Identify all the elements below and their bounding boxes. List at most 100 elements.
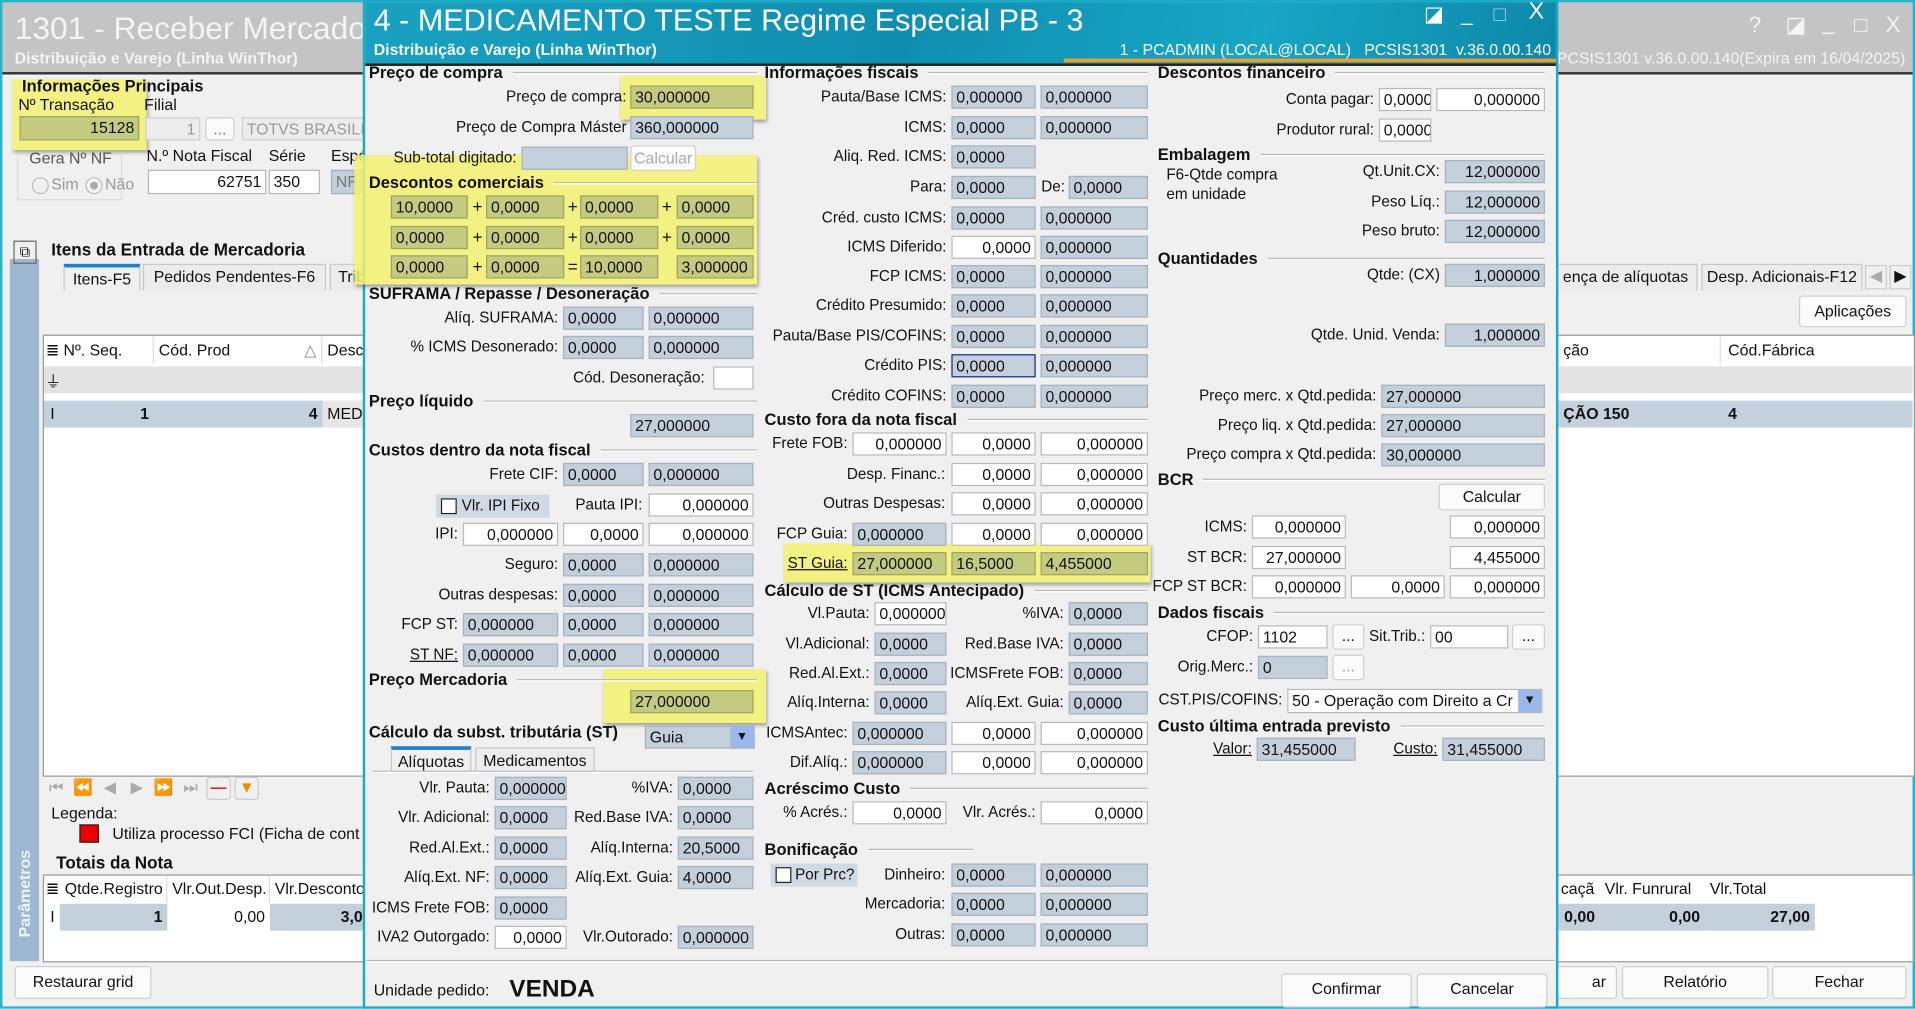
tab-medicamentos[interactable]: Medicamentos xyxy=(475,747,595,772)
window-toggle-icon[interactable]: ⧉ xyxy=(13,240,37,264)
field-vadic[interactable]: 0,0000 xyxy=(494,806,567,830)
field-vpauta[interactable]: 0,000000 xyxy=(494,776,567,800)
confirmar-button[interactable]: Confirmar xyxy=(1281,973,1412,1008)
desconto-field[interactable]: 0,0000 xyxy=(486,225,565,250)
close-icon[interactable]: X xyxy=(1528,0,1545,25)
cst-pis-cofins-combo[interactable]: 50 - Operação com Direito a Cr xyxy=(1287,688,1543,714)
nav-prev-page-icon[interactable]: ⏪ xyxy=(73,777,94,797)
field-vacres[interactable]: 0,0000 xyxy=(1040,801,1149,825)
tab-aliquotas[interactable]: Alíquotas xyxy=(390,746,472,772)
field-cpres-1[interactable]: 0,0000 xyxy=(951,294,1036,318)
field-origmerc[interactable]: 0 xyxy=(1257,655,1328,680)
nav-next-page-icon[interactable]: ⏩ xyxy=(153,777,174,797)
field-pliq[interactable]: 27,000000 xyxy=(630,414,754,438)
serie-field[interactable]: 350 xyxy=(268,169,320,195)
filial-lookup-button[interactable]: ... xyxy=(205,117,235,141)
tabs-scroll-left-icon[interactable]: ◀ xyxy=(1864,265,1887,290)
field-aint3[interactable]: 0,0000 xyxy=(874,691,947,715)
totals-columns-icon[interactable]: ≣ xyxy=(45,879,60,898)
field-pacres[interactable]: 0,0000 xyxy=(852,801,947,825)
vlr-ipi-fixo-checkbox[interactable] xyxy=(440,498,457,515)
tab-itens[interactable]: Itens-F5 xyxy=(63,263,141,291)
restore-icon[interactable]: ◪ xyxy=(1785,12,1807,37)
minimize-icon[interactable]: _ xyxy=(1461,2,1473,26)
minimize-icon[interactable]: _ xyxy=(1822,9,1835,35)
col-desc[interactable]: Desc xyxy=(327,340,364,360)
field-qtunit[interactable]: 12,000000 xyxy=(1444,159,1545,184)
field-fcpguia-1[interactable]: 0,000000 xyxy=(852,522,947,546)
field-cpis-1[interactable]: 0,0000 xyxy=(951,354,1036,378)
label-valor[interactable]: Valor: xyxy=(1213,740,1252,758)
cancelar-button[interactable]: Cancelar xyxy=(1416,973,1548,1008)
field-rbiva1[interactable]: 0,0000 xyxy=(677,806,754,830)
field-vout[interactable]: 0,000000 xyxy=(677,925,754,949)
field-ccicms-2[interactable]: 0,000000 xyxy=(1040,206,1149,230)
maximize-icon[interactable]: □ xyxy=(1853,12,1868,37)
field-fcif-2[interactable]: 0,000000 xyxy=(648,462,754,487)
field-ccofins-2[interactable]: 0,000000 xyxy=(1040,384,1149,408)
field-pmerc[interactable]: 27,000000 xyxy=(630,690,754,714)
field-bst-1[interactable]: 27,000000 xyxy=(1251,545,1346,570)
field-fcpst-2[interactable]: 0,0000 xyxy=(563,613,644,637)
relatorio-button[interactable]: Relatório xyxy=(1621,966,1769,1000)
desconto-field[interactable]: 10,0000 xyxy=(390,195,468,219)
field-icfob1[interactable]: 0,0000 xyxy=(494,896,567,920)
radio-nao[interactable] xyxy=(85,177,103,195)
field-ccicms-1[interactable]: 0,0000 xyxy=(951,206,1036,230)
field-aenf[interactable]: 0,0000 xyxy=(494,865,567,890)
totals-col-aplicacao[interactable]: caçã xyxy=(1560,879,1595,898)
desconto-field[interactable]: 10,0000 xyxy=(580,255,659,279)
calcular-subtotal-button[interactable]: Calcular xyxy=(630,145,697,171)
col-seq[interactable]: Nº. Seq. xyxy=(59,337,154,364)
delete-icon[interactable]: — xyxy=(206,776,231,800)
filter-icon[interactable]: ⏚ xyxy=(45,372,62,391)
field-fcpguia-2[interactable]: 0,0000 xyxy=(951,522,1036,546)
field-cfop[interactable]: 1102 xyxy=(1257,625,1328,649)
field-outras-2[interactable]: 0,000000 xyxy=(1040,923,1149,947)
field-bfcp-1[interactable]: 0,000000 xyxy=(1251,575,1346,599)
field-difaliq-3[interactable]: 0,000000 xyxy=(1040,751,1149,775)
nav-prev-icon[interactable]: ◀ xyxy=(103,777,117,797)
field-bfcp-2[interactable]: 0,0000 xyxy=(1350,575,1445,599)
desconto-field[interactable]: 3,000000 xyxy=(676,255,754,279)
field-stnf-2[interactable]: 0,0000 xyxy=(563,643,644,667)
field-pbicms-1[interactable]: 0,000000 xyxy=(951,85,1036,109)
field-difaliq-1[interactable]: 0,000000 xyxy=(852,751,947,775)
field-vlpauta[interactable]: 0,000000 xyxy=(874,602,947,626)
field-rale1[interactable]: 0,0000 xyxy=(494,836,567,860)
field-pliqemb[interactable]: 12,000000 xyxy=(1444,190,1545,214)
field-fcpguia-3[interactable]: 0,000000 xyxy=(1040,522,1149,546)
params-sidebar[interactable]: Parâmetros xyxy=(9,258,40,962)
maximize-icon[interactable]: □ xyxy=(1493,2,1507,26)
filial-code-field[interactable]: 1 xyxy=(145,117,201,141)
field-iva2[interactable]: 0,0000 xyxy=(494,925,567,949)
field-stguia-2[interactable]: 16,5000 xyxy=(951,552,1036,576)
desconto-field[interactable]: 0,0000 xyxy=(580,225,659,250)
field-pbruto[interactable]: 12,000000 xyxy=(1444,219,1545,244)
desconto-field[interactable]: 0,0000 xyxy=(486,255,565,279)
field-stnf-3[interactable]: 0,000000 xyxy=(648,643,754,667)
field-fcpst-3[interactable]: 0,000000 xyxy=(648,613,754,637)
field-stguia-3[interactable]: 4,455000 xyxy=(1040,552,1149,576)
field-ccofins-1[interactable]: 0,0000 xyxy=(951,384,1036,408)
field-stguia-1[interactable]: 27,000000 xyxy=(852,552,947,576)
field-ipi-2[interactable]: 0,0000 xyxy=(563,522,644,546)
field-ipi-1[interactable]: 0,000000 xyxy=(462,522,559,546)
tabs-scroll-right-icon[interactable]: ▶ xyxy=(1889,265,1912,290)
help-icon[interactable]: ? xyxy=(1748,12,1762,37)
desconto-field[interactable]: 0,0000 xyxy=(676,225,754,250)
cfop-lookup-button[interactable]: ... xyxy=(1332,624,1365,650)
field-odesp2-2[interactable]: 0,000000 xyxy=(1040,492,1149,516)
field-icms-2[interactable]: 0,000000 xyxy=(1040,116,1149,140)
field-valor[interactable]: 31,455000 xyxy=(1256,737,1356,761)
tab-desp-adicionais[interactable]: Desp. Adicionais-F12 xyxy=(1701,263,1863,291)
field-pcm[interactable]: 360,000000 xyxy=(630,116,754,140)
aplicacoes-button[interactable]: Aplicações xyxy=(1798,295,1907,328)
field-aeg1[interactable]: 4,0000 xyxy=(677,865,754,890)
field-outras-1[interactable]: 0,0000 xyxy=(951,923,1036,947)
fechar-button[interactable]: Fechar xyxy=(1772,966,1907,1000)
nav-next-icon[interactable]: ▶ xyxy=(130,777,143,797)
tab-pedidos-pendentes[interactable]: Pedidos Pendentes-F6 xyxy=(142,263,327,291)
field-difaliq-2[interactable]: 0,0000 xyxy=(951,751,1036,775)
totals-col-desconto[interactable]: Vlr.Desconto xyxy=(274,879,365,898)
